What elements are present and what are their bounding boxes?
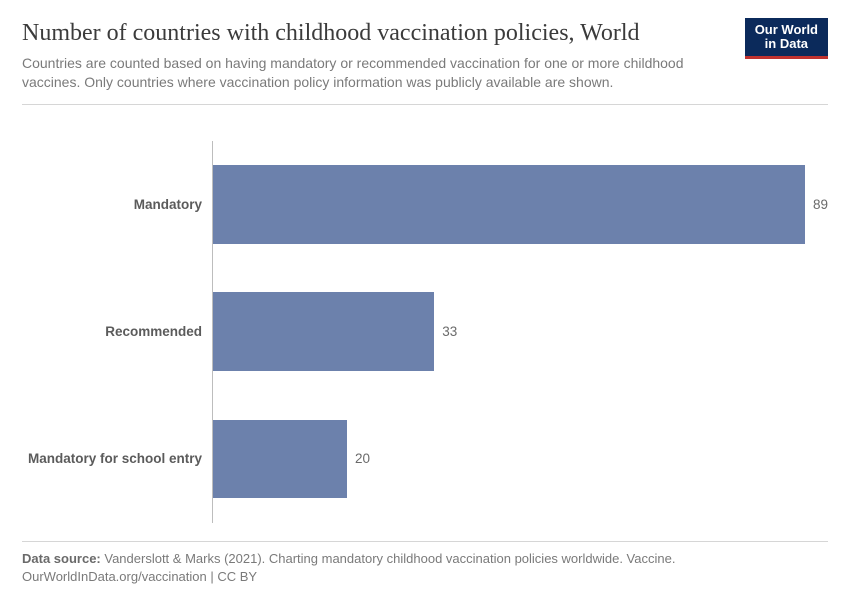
bar-value-label: 33 (442, 324, 457, 339)
bar-row: 89 (213, 141, 828, 268)
chart-title: Number of countries with childhood vacci… (22, 18, 725, 48)
plot-area: 89 33 20 (212, 141, 828, 523)
footer-link[interactable]: OurWorldInData.org/vaccination (22, 569, 207, 584)
header: Number of countries with childhood vacci… (22, 18, 828, 105)
chart-subtitle: Countries are counted based on having ma… (22, 54, 725, 92)
owid-logo: Our World in Data (745, 18, 828, 59)
footer-license: CC BY (217, 569, 257, 584)
y-label: Mandatory for school entry (22, 395, 202, 522)
logo-line1: Our World (755, 23, 818, 37)
y-label: Mandatory (22, 141, 202, 268)
logo-line2: in Data (755, 37, 818, 51)
footer-sep: | (207, 569, 218, 584)
bar-row: 20 (213, 395, 828, 522)
y-axis-labels: MandatoryRecommendedMandatory for school… (22, 141, 212, 523)
y-label: Recommended (22, 268, 202, 395)
bar (213, 292, 434, 371)
chart-area: MandatoryRecommendedMandatory for school… (22, 113, 828, 541)
source-text: Vanderslott & Marks (2021). Charting man… (104, 551, 675, 566)
bar-row: 33 (213, 268, 828, 395)
source-line: Data source: Vanderslott & Marks (2021).… (22, 550, 828, 568)
source-label: Data source: (22, 551, 101, 566)
link-line: OurWorldInData.org/vaccination | CC BY (22, 568, 828, 586)
bar (213, 165, 805, 244)
header-text-block: Number of countries with childhood vacci… (22, 18, 745, 92)
footer: Data source: Vanderslott & Marks (2021).… (22, 541, 828, 586)
bar (213, 420, 347, 499)
bar-value-label: 20 (355, 451, 370, 466)
bar-value-label: 89 (813, 197, 828, 212)
